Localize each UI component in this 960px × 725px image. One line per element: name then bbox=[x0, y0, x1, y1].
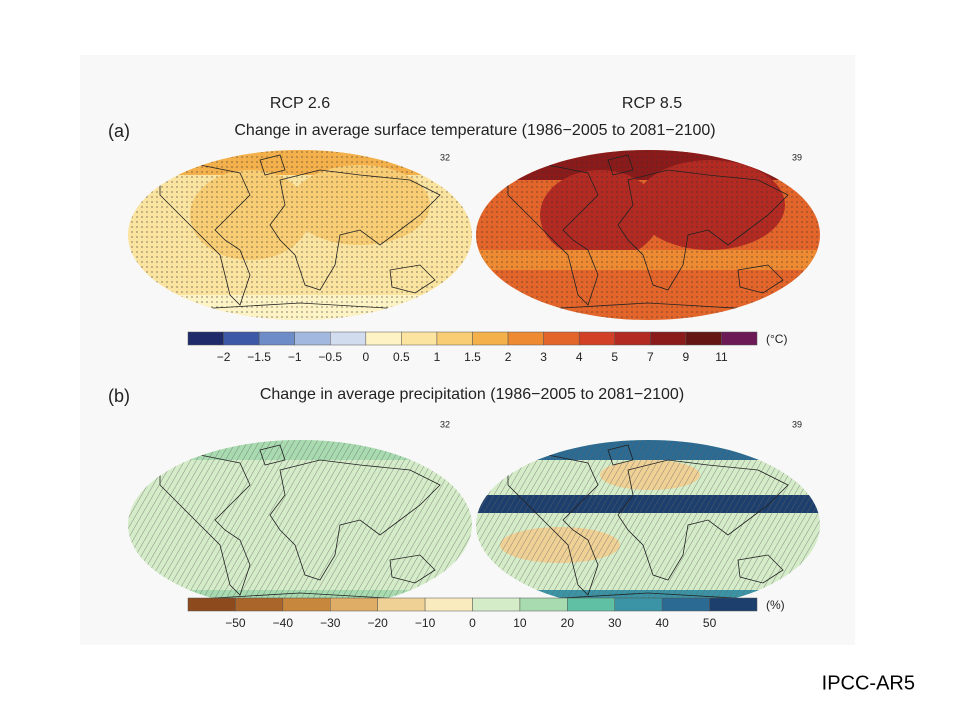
colorbar-segment bbox=[472, 597, 521, 612]
colorbar-segment bbox=[365, 331, 402, 346]
colorbar-segment bbox=[187, 597, 236, 612]
colorbar-label: −1 bbox=[288, 350, 302, 364]
colorbar-segment bbox=[187, 331, 224, 346]
panel-label: (b) bbox=[108, 386, 130, 406]
colorbar-segment bbox=[519, 597, 568, 612]
colorbar-label: −2 bbox=[217, 350, 231, 364]
colorbar-label: −1.5 bbox=[247, 350, 271, 364]
colorbar-label: 0 bbox=[362, 350, 369, 364]
colorbar-label: 5 bbox=[611, 350, 618, 364]
colorbar-label: 20 bbox=[561, 616, 575, 630]
colorbar-segment bbox=[223, 331, 260, 346]
panel-label: (a) bbox=[108, 121, 130, 141]
model-count: 39 bbox=[792, 152, 802, 162]
panel-title: Change in average precipitation (1986−20… bbox=[260, 386, 684, 403]
colorbar: −2 −1.5 −1 −0.5 0 0.5 1 1.5 2 3 4 5 7 9 11 bbox=[187, 331, 758, 364]
colorbar-label: 50 bbox=[703, 616, 717, 630]
colorbar-label: −50 bbox=[225, 616, 246, 630]
colorbar-segment bbox=[330, 597, 378, 612]
colorbar-segment bbox=[567, 597, 615, 612]
colorbar-segment bbox=[330, 331, 367, 346]
colorbar-segment bbox=[685, 331, 722, 346]
colorbar-label: 2 bbox=[505, 350, 512, 364]
colorbar-segment bbox=[543, 331, 580, 346]
colorbar-label: 7 bbox=[647, 350, 654, 364]
map-precipitation-rcp26 bbox=[128, 440, 472, 610]
colorbar-segment bbox=[294, 331, 331, 346]
colorbar-label: 10 bbox=[513, 616, 527, 630]
colorbar-segment bbox=[614, 331, 651, 346]
colorbar-label: −30 bbox=[320, 616, 341, 630]
panel-title: Change in average surface temperature (1… bbox=[234, 122, 715, 139]
colorbar-segment bbox=[282, 597, 331, 612]
colorbar: −50 −40 −30 −20 −10 0 10 20 30 40 50 bbox=[187, 597, 758, 630]
model-count: 32 bbox=[440, 419, 450, 429]
colorbar-segment bbox=[507, 331, 544, 346]
colorbar-segment bbox=[377, 597, 426, 612]
colorbar-segment bbox=[709, 597, 758, 612]
colorbar-label: 1 bbox=[434, 350, 441, 364]
scenario-label: RCP 8.5 bbox=[622, 95, 682, 112]
colorbar-label: 30 bbox=[608, 616, 622, 630]
colorbar-segment bbox=[578, 331, 615, 346]
model-count: 32 bbox=[440, 152, 450, 162]
scenario-label: RCP 2.6 bbox=[270, 95, 330, 112]
colorbar-label: 0.5 bbox=[393, 350, 410, 364]
map-precipitation-rcp85 bbox=[476, 440, 820, 610]
colorbar-label: −20 bbox=[367, 616, 388, 630]
colorbar-label: 3 bbox=[540, 350, 547, 364]
colorbar-unit: (°C) bbox=[766, 332, 787, 346]
colorbar-label: 40 bbox=[655, 616, 669, 630]
model-count: 39 bbox=[792, 419, 802, 429]
colorbar-label: 4 bbox=[576, 350, 583, 364]
colorbar-label: 1.5 bbox=[464, 350, 481, 364]
colorbar-segment bbox=[721, 331, 758, 346]
colorbar-label: −0.5 bbox=[318, 350, 342, 364]
colorbar-segment bbox=[650, 331, 687, 346]
colorbar-segment bbox=[614, 597, 663, 612]
colorbar-segment bbox=[424, 597, 473, 612]
colorbar-segment bbox=[472, 331, 509, 346]
colorbar-label: 9 bbox=[683, 350, 690, 364]
colorbar-segment bbox=[258, 331, 295, 346]
colorbar-label: −10 bbox=[415, 616, 436, 630]
colorbar-segment bbox=[436, 331, 473, 346]
source-label: IPCC-AR5 bbox=[822, 672, 915, 694]
colorbar-label: −40 bbox=[273, 616, 294, 630]
colorbar-segment bbox=[235, 597, 284, 612]
colorbar-unit: (%) bbox=[766, 598, 785, 612]
colorbar-label: 0 bbox=[469, 616, 476, 630]
colorbar-segment bbox=[661, 597, 710, 612]
colorbar-segment bbox=[401, 331, 438, 346]
colorbar-label: 11 bbox=[715, 350, 728, 364]
